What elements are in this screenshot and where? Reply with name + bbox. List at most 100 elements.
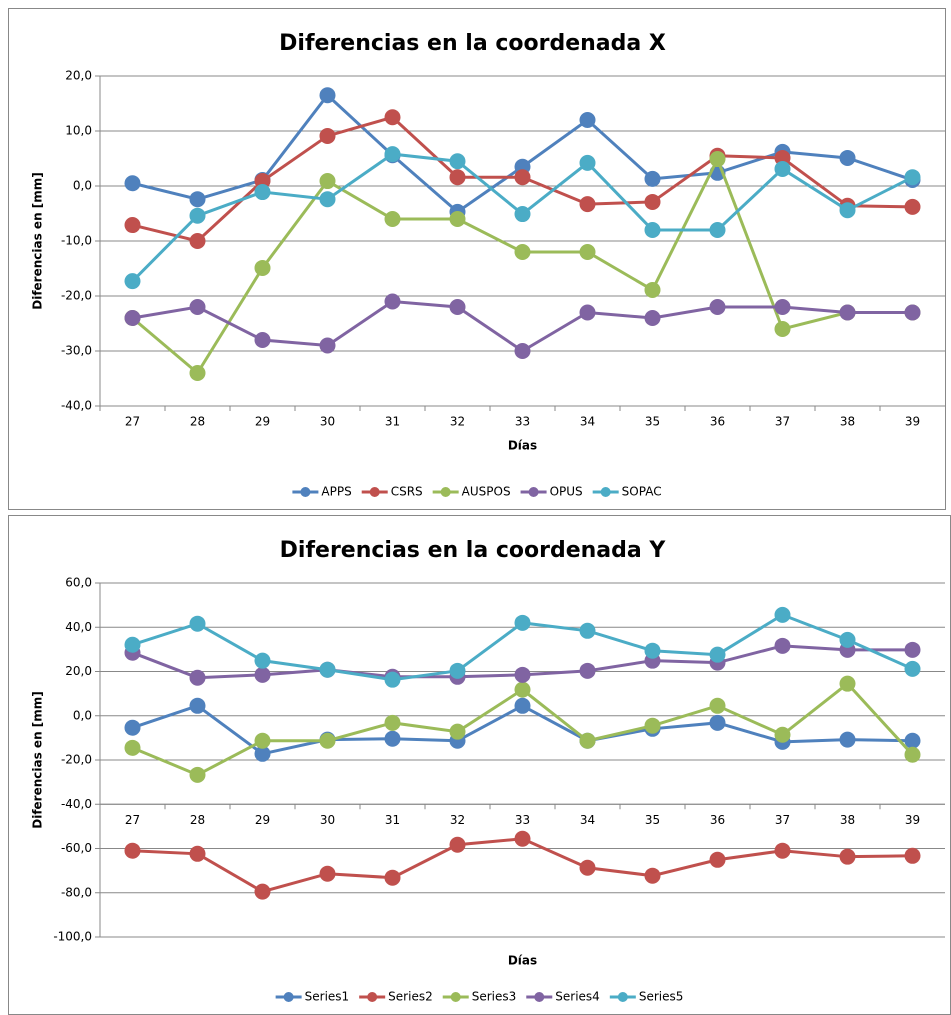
legend: Series1 Series2 Series3 Series4 Series5	[275, 990, 684, 1004]
data-point	[774, 321, 791, 337]
data-point	[449, 723, 466, 740]
data-point	[449, 299, 466, 315]
legend-label: Series3	[472, 990, 517, 1004]
data-point	[384, 730, 401, 747]
x-tick-label: 36	[710, 415, 725, 429]
data-point	[189, 233, 206, 249]
data-point	[709, 151, 726, 168]
legend-marker	[283, 992, 294, 1002]
data-point	[514, 206, 531, 223]
x-tick-label: 39	[905, 813, 920, 827]
data-point	[839, 675, 856, 692]
x-tick-label: 36	[710, 813, 725, 827]
data-point	[904, 198, 921, 215]
data-point	[514, 681, 531, 698]
y-tick-label: -20,0	[61, 753, 92, 767]
data-point	[514, 697, 531, 714]
y-tick-label: -30,0	[61, 344, 92, 358]
data-point	[644, 310, 661, 326]
x-tick-label: 32	[450, 415, 465, 429]
data-point	[319, 732, 336, 749]
data-point	[254, 184, 271, 201]
data-point	[514, 343, 531, 359]
data-point	[124, 310, 141, 326]
legend-label: AUSPOS	[462, 485, 511, 499]
legend-label: Series2	[388, 990, 433, 1004]
chart-frame	[8, 8, 946, 510]
legend-marker	[534, 992, 545, 1002]
data-point	[579, 196, 596, 213]
data-point	[904, 660, 921, 677]
data-point	[319, 87, 336, 104]
data-point	[904, 746, 921, 763]
y-tick-label: -40,0	[61, 797, 92, 811]
data-point	[319, 127, 336, 144]
data-point	[189, 845, 206, 862]
y-tick-label: -20,0	[61, 289, 92, 303]
y-tick-label: -10,0	[61, 234, 92, 248]
data-point	[774, 726, 791, 743]
data-point	[189, 697, 206, 714]
y-tick-label: -40,0	[61, 399, 92, 413]
x-tick-label: 37	[775, 415, 790, 429]
y-tick-label: -60,0	[61, 841, 92, 855]
data-point	[189, 669, 206, 686]
data-point	[254, 666, 271, 683]
data-point	[254, 732, 271, 749]
data-point	[839, 848, 856, 865]
data-point	[774, 160, 791, 177]
data-point	[384, 869, 401, 886]
x-tick-label: 33	[515, 415, 530, 429]
legend-marker	[617, 992, 628, 1002]
data-point	[384, 671, 401, 688]
x-tick-label: 29	[255, 415, 270, 429]
data-point	[839, 149, 856, 166]
data-point	[319, 173, 336, 190]
legend-label: Series5	[639, 990, 684, 1004]
data-point	[384, 211, 401, 227]
x-tick-label: 39	[905, 415, 920, 429]
legend-marker	[440, 487, 451, 497]
chart-title: Diferencias en la coordenada X	[279, 31, 666, 56]
y-tick-label: 60,0	[65, 576, 92, 590]
data-point	[709, 646, 726, 663]
data-point	[579, 732, 596, 749]
data-point	[579, 244, 596, 260]
data-point	[449, 836, 466, 853]
data-point	[709, 222, 726, 238]
data-point	[449, 211, 466, 227]
x-tick-label: 38	[840, 813, 855, 827]
legend-marker	[450, 992, 461, 1002]
x-axis-title: Días	[508, 439, 537, 453]
data-point	[124, 719, 141, 736]
data-point	[254, 173, 271, 190]
data-point	[189, 299, 206, 315]
y-tick-label: 20,0	[65, 69, 92, 83]
data-point	[319, 865, 336, 882]
legend-label: SOPAC	[622, 485, 662, 499]
data-point	[904, 847, 921, 864]
x-tick-label: 31	[385, 813, 400, 827]
x-tick-label: 32	[450, 813, 465, 827]
x-tick-label: 34	[580, 813, 595, 827]
data-point	[709, 851, 726, 868]
data-point	[384, 109, 401, 126]
x-tick-label: 35	[645, 415, 660, 429]
legend-marker	[528, 487, 539, 497]
x-tick-label: 29	[255, 813, 270, 827]
legend: APPS CSRS AUSPOS OPUS SOPAC	[292, 485, 662, 499]
legend-marker	[600, 487, 611, 497]
data-point	[124, 175, 141, 192]
data-point	[449, 169, 466, 186]
y-tick-label: 20,0	[65, 664, 92, 678]
data-point	[189, 207, 206, 224]
data-point	[644, 170, 661, 187]
data-point	[579, 662, 596, 679]
legend-label: CSRS	[391, 485, 423, 499]
data-point	[709, 697, 726, 714]
data-point	[189, 365, 206, 381]
data-point	[839, 304, 856, 321]
legend-marker	[300, 487, 311, 497]
y-tick-label: 40,0	[65, 620, 92, 634]
